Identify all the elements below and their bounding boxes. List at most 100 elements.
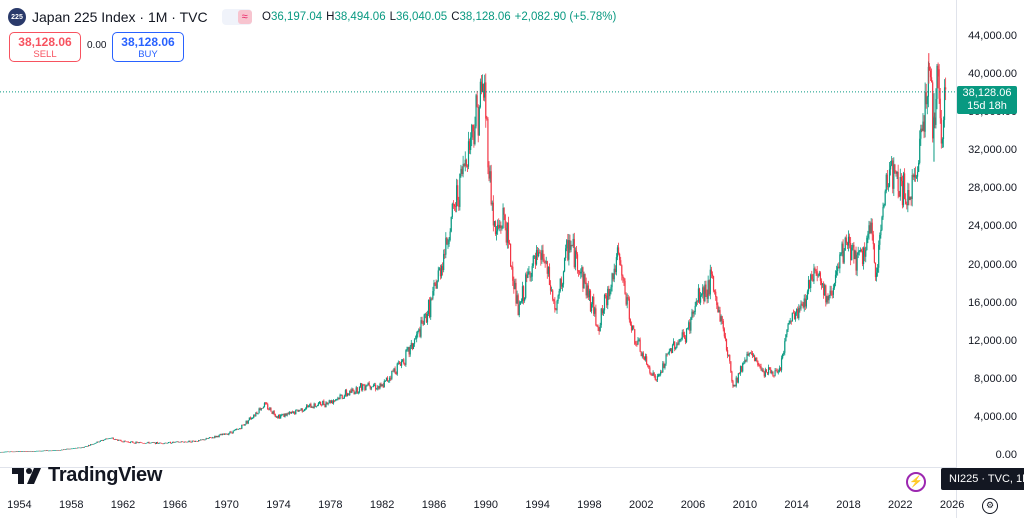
candle-body <box>597 326 598 328</box>
candle-body <box>252 418 253 419</box>
candle-body <box>825 285 826 302</box>
candle-body <box>486 119 487 120</box>
candle-body <box>21 451 22 452</box>
candle-body <box>76 448 77 449</box>
candle-body <box>896 172 897 174</box>
candle-body <box>845 238 846 251</box>
candle-body <box>860 250 861 251</box>
candle-body <box>443 254 444 270</box>
candle-body <box>893 165 894 189</box>
candle-body <box>642 353 643 356</box>
candle-body <box>532 266 533 277</box>
candle-body <box>213 437 214 438</box>
compare-icon: ≈ <box>238 10 252 24</box>
candle-body <box>655 375 656 379</box>
chart-plot-area[interactable] <box>0 0 956 467</box>
candle-body <box>316 406 317 407</box>
candle-body <box>565 248 566 258</box>
candle-body <box>356 387 357 392</box>
candle-body <box>865 250 866 257</box>
candle-body <box>894 165 895 172</box>
candle-body <box>161 443 162 444</box>
candle-body <box>481 82 482 92</box>
candle-body <box>457 185 458 200</box>
candle-body <box>700 295 701 302</box>
tradingview-logo[interactable]: TradingView <box>12 464 162 487</box>
candle-body <box>386 378 387 381</box>
candle-body <box>394 368 395 372</box>
candle-body <box>508 223 509 244</box>
candle-body <box>283 414 284 417</box>
compare-toggle[interactable]: ≈ <box>222 9 252 25</box>
candle-body <box>183 442 184 443</box>
candle-body <box>869 225 870 233</box>
candle-body <box>690 318 691 331</box>
candle-body <box>349 391 350 395</box>
candle-body <box>124 441 125 442</box>
candle-body <box>602 309 603 314</box>
candle-body <box>336 399 337 400</box>
candle-body <box>59 450 60 451</box>
lightning-icon[interactable]: ⚡ <box>906 472 926 492</box>
price-chart[interactable] <box>0 0 956 467</box>
candle-body <box>753 356 754 357</box>
candle-body <box>704 285 705 302</box>
candle-body <box>220 434 221 435</box>
candle-body <box>73 448 74 449</box>
candle-body <box>567 240 568 260</box>
candle-body <box>577 254 578 270</box>
y-tick-label: 40,000.00 <box>968 68 1017 80</box>
candle-body <box>230 432 231 433</box>
sell-button[interactable]: 38,128.06 SELL <box>9 32 81 62</box>
candle-body <box>692 312 693 314</box>
candle-body <box>162 444 163 445</box>
candle-body <box>758 365 759 366</box>
candle-body <box>305 409 306 410</box>
candle-body <box>122 442 123 443</box>
candle-body <box>725 336 726 339</box>
candle-body <box>339 395 340 399</box>
settings-icon[interactable]: ⚙ <box>982 498 998 514</box>
symbol-title[interactable]: Japan 225 Index · 1M · TVC <box>32 9 208 25</box>
x-tick-label: 2018 <box>836 499 860 511</box>
candle-body <box>103 440 104 441</box>
candle-body <box>52 450 53 451</box>
candle-body <box>943 120 944 139</box>
candle-body <box>780 368 781 370</box>
candle-body <box>2 452 3 453</box>
candle-body <box>837 267 838 272</box>
candle-body <box>584 274 585 282</box>
candle-body <box>433 283 434 291</box>
price-axis[interactable]: 0.00 4,000.00 8,000.00 12,000.00 16,000.00 20… <box>956 0 1024 518</box>
candle-body <box>654 373 655 376</box>
candle-body <box>290 412 291 414</box>
candle-body <box>643 353 644 357</box>
candle-body <box>35 451 36 452</box>
candle-body <box>384 381 385 387</box>
candle-body <box>179 442 180 443</box>
candle-body <box>194 441 195 442</box>
candle-body <box>898 172 899 191</box>
candle-body <box>360 383 361 386</box>
y-tick-label: 24,000.00 <box>968 220 1017 232</box>
candle-body <box>480 82 481 107</box>
candle-body <box>627 297 628 304</box>
candle-body <box>20 451 21 452</box>
candle-body <box>711 270 712 275</box>
candle-body <box>913 175 914 177</box>
x-tick-label: 1986 <box>422 499 446 511</box>
candle-body <box>722 316 723 321</box>
candle-body <box>793 313 794 314</box>
candle-body <box>79 448 80 449</box>
buy-button[interactable]: 38,128.06 BUY <box>112 32 184 62</box>
candle-body <box>908 190 909 200</box>
candle-body <box>880 230 881 235</box>
candle-body <box>126 441 127 442</box>
candle-body <box>160 443 161 444</box>
candle-body <box>324 405 325 408</box>
candle-body <box>186 442 187 443</box>
candle-body <box>581 267 582 272</box>
candle-body <box>48 451 49 452</box>
candle-body <box>615 269 616 272</box>
candle-body <box>368 383 369 386</box>
